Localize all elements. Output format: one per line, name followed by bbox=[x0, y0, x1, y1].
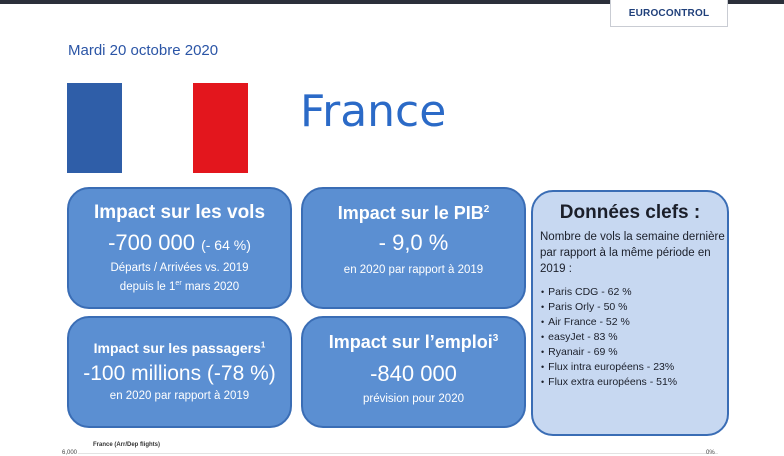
country-title: France bbox=[300, 86, 447, 137]
card-impact-vols: Impact sur les vols -700 000 (- 64 %) Dé… bbox=[67, 187, 292, 309]
card-percent: (- 64 %) bbox=[201, 237, 251, 253]
chart-tick-label: 6,000 bbox=[62, 450, 78, 456]
card-subtext: prévision pour 2020 bbox=[362, 393, 464, 405]
flag-blue-stripe bbox=[67, 83, 122, 173]
list-item: Flux intra européens - 23% bbox=[541, 360, 727, 375]
card-value: -100 millions (-78 %) bbox=[83, 362, 276, 385]
list-item: Paris Orly - 50 % bbox=[541, 300, 727, 315]
flag-red-stripe bbox=[193, 83, 248, 173]
card-subtext: en 2020 par rapport à 2019 bbox=[343, 264, 484, 276]
card-impact-passagers: Impact sur les passagers1 -100 millions … bbox=[67, 316, 292, 428]
key-data-title: Données clefs : bbox=[559, 202, 701, 223]
card-impact-pib: Impact sur le PIB2 - 9,0 % en 2020 par r… bbox=[301, 187, 526, 309]
card-title: Impact sur les vols bbox=[93, 202, 266, 223]
top-bar bbox=[0, 0, 784, 4]
list-item: Ryanair - 69 % bbox=[541, 345, 727, 360]
key-data-list: Paris CDG - 62 % Paris Orly - 50 % Air F… bbox=[533, 285, 727, 390]
key-data-panel: Données clefs : Nombre de vols la semain… bbox=[531, 190, 729, 436]
list-item: Flux extra européens - 51% bbox=[541, 375, 727, 390]
card-value: -840 000 bbox=[370, 361, 457, 386]
card-title: Impact sur le PIB2 bbox=[337, 203, 490, 223]
card-title: Impact sur l’emploi3 bbox=[328, 332, 499, 352]
card-title: Impact sur les passagers1 bbox=[93, 340, 266, 356]
card-value: -700 000 (- 64 %) bbox=[108, 230, 251, 255]
card-subtext: Départs / Arrivées vs. 2019 depuis le 1e… bbox=[110, 262, 249, 293]
card-impact-emploi: Impact sur l’emploi3 -840 000 prévision … bbox=[301, 316, 526, 428]
key-data-intro: Nombre de vols la semaine dernière par r… bbox=[540, 231, 725, 275]
card-subtext: en 2020 par rapport à 2019 bbox=[109, 390, 250, 402]
chart-end-label: 0% bbox=[706, 450, 715, 456]
chart-title: France (Arr/Dep flights) bbox=[93, 442, 161, 448]
report-date: Mardi 20 octobre 2020 bbox=[68, 42, 219, 59]
list-item: Air France - 52 % bbox=[541, 315, 727, 330]
list-item: easyJet - 83 % bbox=[541, 330, 727, 345]
brand-logo: EUROCONTROL bbox=[610, 0, 728, 27]
chart-gridline bbox=[78, 453, 718, 454]
card-value: - 9,0 % bbox=[378, 230, 449, 255]
list-item: Paris CDG - 62 % bbox=[541, 285, 727, 300]
